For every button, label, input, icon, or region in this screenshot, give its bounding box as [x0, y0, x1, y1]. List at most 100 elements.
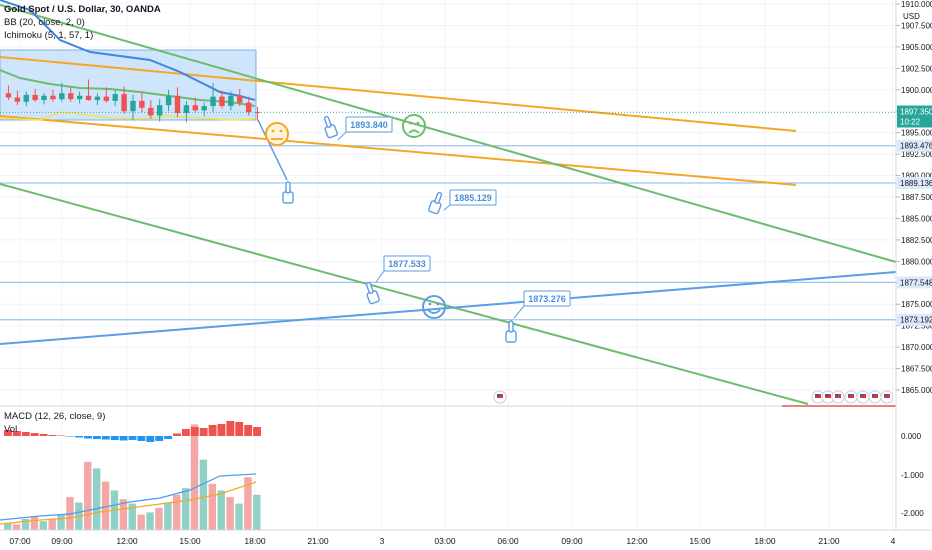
candle-body[interactable]	[23, 94, 29, 102]
volume-bar[interactable]	[253, 494, 261, 530]
candle-body[interactable]	[148, 107, 154, 116]
volume-bar[interactable]	[164, 502, 172, 531]
macd-histogram-bar[interactable]	[92, 436, 101, 439]
vol-label[interactable]: Vol	[4, 424, 18, 435]
price-callout[interactable]: 1885.129	[449, 189, 497, 206]
macd-histogram-bar[interactable]	[57, 435, 66, 437]
volume-bar[interactable]	[173, 494, 181, 530]
macd-histogram-bar[interactable]	[101, 436, 110, 440]
macd-histogram-bar[interactable]	[173, 433, 181, 437]
macd-histogram-bar[interactable]	[181, 429, 190, 436]
candle-body[interactable]	[76, 95, 83, 100]
candle-body[interactable]	[174, 95, 181, 113]
neutral-face-icon[interactable]	[265, 122, 289, 146]
volume-bar[interactable]	[181, 488, 190, 530]
macd-panel[interactable]: 0.000 -1.000 -2.000	[0, 421, 924, 530]
event-flag-icon[interactable]	[821, 390, 835, 404]
candle-body[interactable]	[165, 95, 172, 106]
event-flag-icon[interactable]	[831, 390, 845, 404]
volume-bar[interactable]	[217, 490, 225, 530]
macd-histogram-bar[interactable]	[137, 436, 146, 441]
volume-bar[interactable]	[190, 424, 199, 530]
pointing-hand-icon[interactable]	[363, 281, 380, 305]
price-axis[interactable]: 1910.000 1907.500 1905.000 1902.500 1900.000…	[895, 0, 932, 530]
orange-trendline-lower[interactable]	[0, 115, 797, 186]
macd-label[interactable]: MACD (12, 26, close, 9)	[4, 411, 106, 422]
hand-annotations[interactable]	[282, 115, 517, 343]
horizontal-levels[interactable]	[0, 145, 896, 321]
macd-histogram-bar[interactable]	[39, 434, 48, 436]
macd-histogram-bar[interactable]	[208, 425, 217, 436]
volume-bar[interactable]	[137, 514, 145, 530]
frowning-face-icon[interactable]	[402, 114, 426, 138]
volume-bar[interactable]	[30, 516, 39, 530]
macd-histogram-bar[interactable]	[21, 432, 30, 436]
macd-histogram-bar[interactable]	[217, 424, 226, 436]
candle-body[interactable]	[245, 102, 252, 113]
pointing-hand-icon[interactable]	[505, 320, 517, 343]
candle-body[interactable]	[201, 106, 207, 111]
macd-histogram-bar[interactable]	[66, 436, 75, 437]
volume-bar[interactable]	[101, 481, 110, 530]
event-flag-icon[interactable]	[880, 390, 894, 404]
candle-body[interactable]	[41, 95, 47, 101]
pointing-hand-icon[interactable]	[321, 115, 338, 139]
green-trendline-upper[interactable]	[0, 4, 897, 263]
volume-bar[interactable]	[119, 499, 128, 530]
candle-body[interactable]	[192, 105, 198, 111]
macd-histogram-bar[interactable]	[128, 436, 137, 440]
event-flag-icon[interactable]	[493, 390, 507, 404]
price-callout[interactable]: 1877.533	[383, 255, 431, 272]
macd-histogram-bar[interactable]	[12, 431, 21, 436]
candle-body[interactable]	[5, 93, 12, 98]
candle-body[interactable]	[210, 96, 216, 107]
candle-body[interactable]	[68, 93, 74, 100]
trend-lines[interactable]	[0, 0, 897, 405]
candle-body[interactable]	[237, 95, 243, 103]
volume-bar[interactable]	[92, 468, 101, 530]
emoji-annotations[interactable]	[265, 114, 446, 319]
volume-bar[interactable]	[4, 523, 12, 530]
volume-bar[interactable]	[39, 521, 47, 530]
macd-histogram-bar[interactable]	[30, 433, 39, 436]
macd-histogram-bar[interactable]	[235, 422, 244, 436]
candle-body[interactable]	[219, 96, 225, 107]
candle-body[interactable]	[50, 95, 56, 100]
volume-bar[interactable]	[235, 503, 243, 530]
macd-histogram-bar[interactable]	[199, 428, 208, 436]
indicator-ichimoku-label[interactable]: Ichimoku (5, 1, 57, 1)	[4, 30, 94, 41]
event-flag-icon[interactable]	[856, 390, 870, 404]
candle-body[interactable]	[121, 94, 127, 112]
candle-body[interactable]	[14, 97, 21, 102]
event-flag-icon[interactable]	[811, 390, 825, 404]
price-callout[interactable]: 1873.276	[523, 290, 571, 307]
candle-body[interactable]	[156, 105, 163, 116]
candle-body[interactable]	[183, 105, 190, 113]
time-axis[interactable]: 07:00 09:00 12:00 15:00 18:00 21:00 3 03:00 06:0…	[0, 529, 932, 546]
smiling-face-icon[interactable]	[422, 295, 446, 319]
volume-bar[interactable]	[84, 461, 92, 530]
macd-histogram-bar[interactable]	[253, 427, 261, 436]
volume-bar[interactable]	[155, 508, 163, 530]
candle-body[interactable]	[103, 96, 110, 101]
macd-histogram-bar[interactable]	[48, 435, 57, 436]
volume-bar[interactable]	[226, 497, 234, 530]
candle-body[interactable]	[228, 95, 234, 107]
volume-bar[interactable]	[146, 512, 154, 530]
macd-histogram-bar[interactable]	[84, 436, 92, 439]
blue-trendline[interactable]	[0, 271, 897, 345]
volume-bar[interactable]	[244, 477, 252, 530]
candle-body[interactable]	[130, 100, 136, 112]
candle-body[interactable]	[32, 94, 38, 101]
macd-histogram-bar[interactable]	[190, 427, 199, 436]
candle-body[interactable]	[254, 112, 261, 114]
event-flag-icon[interactable]	[844, 390, 858, 404]
volume-bar[interactable]	[128, 503, 136, 530]
candle-body[interactable]	[112, 94, 118, 101]
event-flag-icon[interactable]	[868, 390, 882, 404]
macd-histogram-bar[interactable]	[146, 436, 155, 442]
macd-histogram-bar[interactable]	[119, 436, 128, 441]
macd-histogram-bar[interactable]	[110, 436, 119, 440]
volume-bar[interactable]	[57, 514, 65, 530]
